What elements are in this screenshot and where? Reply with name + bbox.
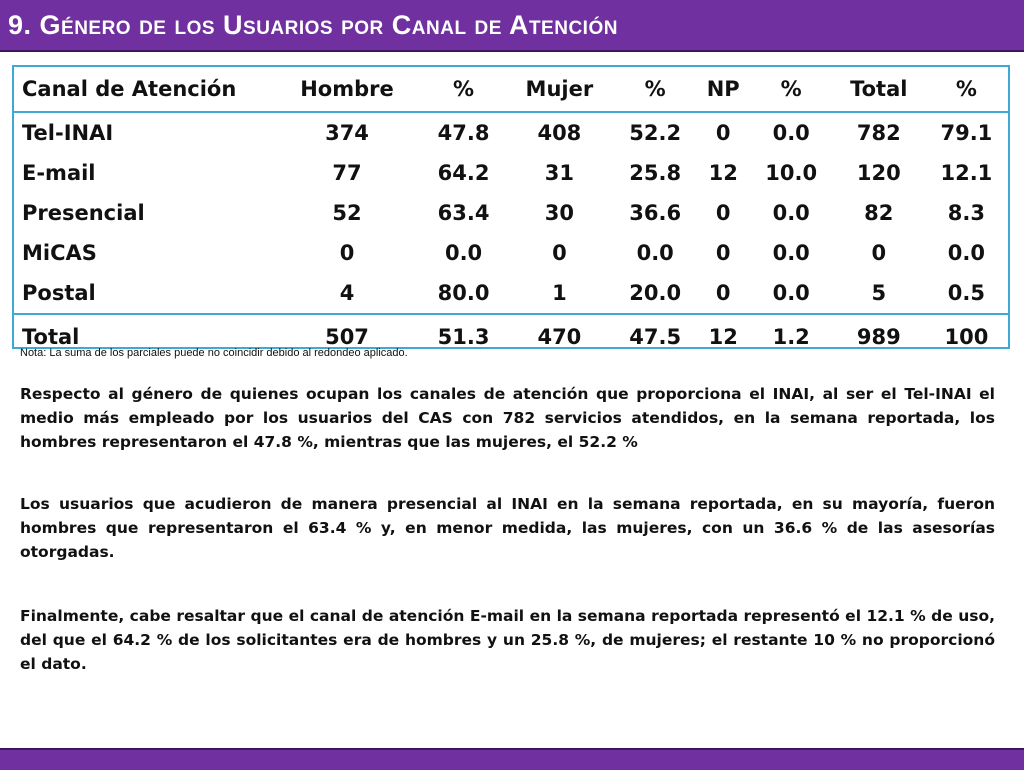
- table-cell: E-mail: [22, 161, 96, 185]
- table-cell: 782: [856, 121, 901, 145]
- table-cell: 1: [552, 281, 567, 305]
- table-cell: 30: [544, 201, 574, 225]
- table-row-micas: MiCAS 0 0.0 0 0.0 0 0.0 0 0.0: [14, 233, 1008, 273]
- table-cell: 52.2: [629, 121, 682, 145]
- paragraph-presencial: Los usuarios que acudieron de manera pre…: [20, 495, 995, 561]
- table-cell: 0.0: [444, 241, 483, 265]
- table-row-total: Total 507 51.3 470 47.5 12 1.2 989 100: [14, 313, 1008, 359]
- table-cell: 80.0: [437, 281, 490, 305]
- table-cell: 470: [505, 313, 614, 359]
- table-cell: 25.8: [629, 161, 682, 185]
- table-cell: 100: [924, 313, 1008, 359]
- table-cell: 0: [715, 201, 731, 225]
- table-cell: 1.2: [749, 313, 833, 359]
- table-cell: 4: [339, 281, 355, 305]
- table-header-row: Canal de Atención Hombre % Mujer % NP % …: [14, 67, 1008, 113]
- table-cell: 31: [544, 161, 574, 185]
- gender-by-channel-table: Canal de Atención Hombre % Mujer % NP % …: [14, 67, 1008, 359]
- table-cell: 79.1: [940, 121, 993, 145]
- paragraph-tel-inai: Respecto al género de quienes ocupan los…: [20, 385, 995, 451]
- table-cell: 989: [832, 313, 925, 359]
- table-cell: 0.0: [947, 241, 985, 265]
- data-table-container: Canal de Atención Hombre % Mujer % NP % …: [12, 65, 1010, 359]
- table-cell: 408: [537, 121, 582, 145]
- table-cell: Tel-INAI: [22, 121, 114, 145]
- table-cell: 0.0: [636, 241, 674, 265]
- table-cell: 47.8: [437, 121, 490, 145]
- table-cell: 82: [864, 201, 894, 225]
- table-cell: 0: [715, 281, 731, 305]
- table-cell: 8.3: [947, 201, 985, 225]
- table-cell: 0: [339, 241, 355, 265]
- table-cell: 12: [708, 161, 738, 185]
- paragraph-email: Finalmente, cabe resaltar que el canal d…: [20, 607, 995, 673]
- table-cell: MiCAS: [22, 241, 97, 265]
- table-cell: 120: [856, 161, 901, 185]
- table-cell: 0: [871, 241, 887, 265]
- column-header-mujer: Mujer: [505, 67, 614, 113]
- table-cell: Presencial: [22, 201, 145, 225]
- table-cell: 52: [332, 201, 362, 225]
- column-header-mujer-pct: %: [613, 67, 697, 113]
- table-cell: 63.4: [437, 201, 490, 225]
- table-cell: 12.1: [940, 161, 993, 185]
- table-cell: 0.0: [772, 121, 810, 145]
- column-header-np-pct: %: [749, 67, 833, 113]
- table-cell: 0: [552, 241, 567, 265]
- table-cell: 64.2: [437, 161, 490, 185]
- table-cell: 374: [325, 121, 369, 145]
- table-row-postal: Postal 4 80.0 1 20.0 0 0.0 5 0.5: [14, 273, 1008, 314]
- bottom-bar: [0, 748, 1024, 770]
- table-cell: 0.5: [947, 281, 985, 305]
- table-cell: 36.6: [629, 201, 682, 225]
- table-cell: 10.0: [765, 161, 818, 185]
- table-row-presencial: Presencial 52 63.4 30 36.6 0 0.0 82 8.3: [14, 193, 1008, 233]
- table-row-tel-inai: Tel-INAI 374 47.8 408 52.2 0 0.0 782 79.…: [14, 112, 1008, 153]
- table-cell: 0: [715, 121, 731, 145]
- table-cell: 0.0: [772, 281, 810, 305]
- table-cell: 12: [696, 313, 750, 359]
- table-cell: Total: [14, 313, 272, 359]
- table-cell: Postal: [22, 281, 96, 305]
- table-row-email: E-mail 77 64.2 31 25.8 12 10.0 120 12.1: [14, 153, 1008, 193]
- table-cell: 5: [871, 281, 887, 305]
- column-header-hombre-pct: %: [422, 67, 506, 113]
- table-cell: 0.0: [772, 241, 810, 265]
- table-cell: 20.0: [629, 281, 682, 305]
- table-cell: 51.3: [422, 313, 506, 359]
- table-cell: 0: [715, 241, 731, 265]
- column-header-total-pct: %: [924, 67, 1008, 113]
- table-cell: 47.5: [613, 313, 697, 359]
- column-header-hombre: Hombre: [272, 67, 422, 113]
- column-header-np: NP: [696, 67, 750, 113]
- table-cell: 77: [332, 161, 362, 185]
- title-bar: 9. Género de los Usuarios por Canal de A…: [0, 0, 1024, 52]
- table-cell: 507: [272, 313, 422, 359]
- column-header-total: Total: [832, 67, 925, 113]
- page-title: 9. Género de los Usuarios por Canal de A…: [8, 10, 618, 40]
- table-footnote: Nota: La suma de los parciales puede no …: [20, 347, 408, 359]
- column-header-canal: Canal de Atención: [14, 67, 272, 113]
- table-cell: 0.0: [772, 201, 810, 225]
